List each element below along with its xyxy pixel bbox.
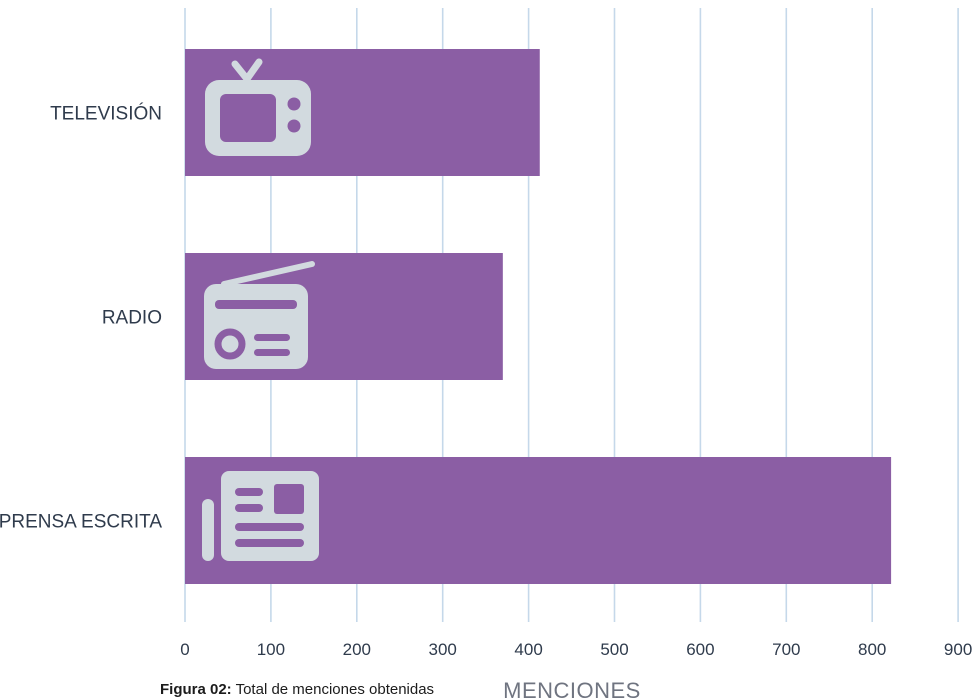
x-tick-label: 900 <box>944 640 972 659</box>
x-tick-label: 0 <box>180 640 189 659</box>
radio-icon <box>204 261 315 369</box>
x-tick-labels: 0 100 200 300 400 500 600 700 800 900 <box>180 640 972 659</box>
x-tick-label: 200 <box>343 640 371 659</box>
chart-icons <box>202 58 319 561</box>
x-tick-label: 700 <box>772 640 800 659</box>
caption-label: Figura 02: <box>160 681 232 698</box>
figure-caption: Figura 02: Total de menciones obtenidas <box>160 681 434 698</box>
x-tick-label: 400 <box>514 640 542 659</box>
category-label: TELEVISIÓN <box>50 103 162 125</box>
caption-text: Total de menciones obtenidas <box>235 681 435 698</box>
x-axis-title: MENCIONES <box>503 678 641 700</box>
newspaper-icon <box>202 471 319 561</box>
tv-icon <box>205 58 311 156</box>
x-tick-label: 300 <box>429 640 457 659</box>
category-label: PRENSA ESCRITA <box>0 512 162 533</box>
x-tick-label: 800 <box>858 640 886 659</box>
x-tick-label: 500 <box>600 640 628 659</box>
x-tick-label: 600 <box>686 640 714 659</box>
category-label: RADIO <box>102 308 162 329</box>
x-tick-label: 100 <box>257 640 285 659</box>
category-labels: TELEVISIÓN RADIO PRENSA ESCRITA <box>0 103 162 533</box>
